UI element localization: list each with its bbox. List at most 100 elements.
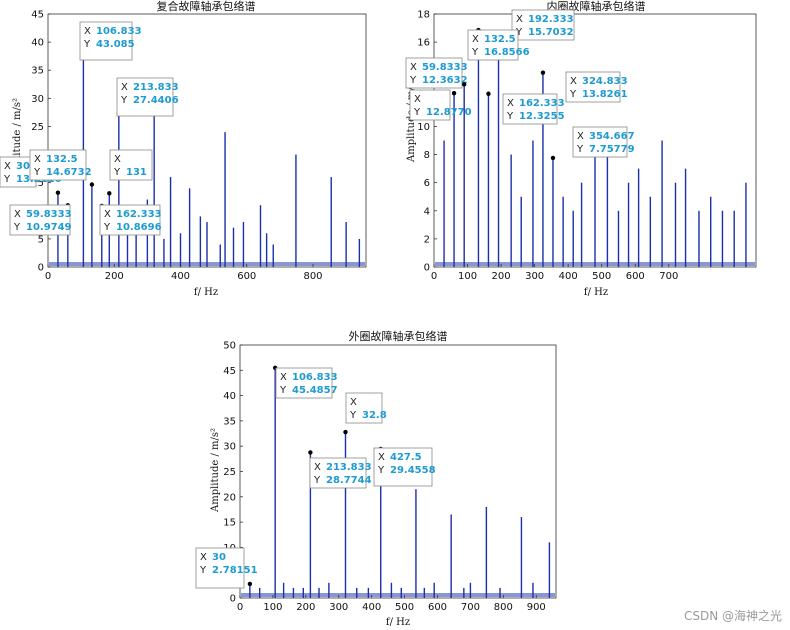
datatip-x-key: X xyxy=(84,26,91,37)
datatip[interactable]: X 427.5 Y 29.4558 xyxy=(373,447,436,487)
datatip-y-key: Y xyxy=(120,95,128,106)
x-tick-label: 900 xyxy=(527,602,546,613)
y-tick-label: 35 xyxy=(223,416,236,427)
datatip-box xyxy=(116,77,174,117)
datatip-x-key: X xyxy=(200,552,207,563)
y-axis-label: Amplitude / m/s² xyxy=(12,98,23,183)
x-tick-label: 400 xyxy=(559,271,578,282)
datatip-box xyxy=(405,57,463,89)
datatip[interactable]: X 106.833 Y 45.4857 xyxy=(275,367,338,399)
datatip-marker xyxy=(107,191,112,196)
datatip-box xyxy=(195,547,245,589)
chart-title: 外圈故障轴承包络谱 xyxy=(349,329,448,343)
datatip-x-value: 30 xyxy=(212,552,226,563)
datatip-y-key: Y xyxy=(515,27,523,38)
datatip-marker xyxy=(247,581,253,587)
datatip-y-value: 45.4857 xyxy=(292,385,338,396)
y-tick-label: 6 xyxy=(424,178,430,189)
x-tick-label: 600 xyxy=(237,271,256,282)
x-tick-label: 500 xyxy=(395,602,414,613)
datatip-box xyxy=(109,149,153,181)
datatip-x-value: 427.5 xyxy=(390,452,422,463)
datatip[interactable]: X 162.333 Y 10.8696 xyxy=(99,204,162,236)
datatip-x-value: 106.833 xyxy=(96,26,142,37)
datatip-y-value: 28.7744 xyxy=(326,475,372,486)
datatip-y-key: Y xyxy=(413,107,421,118)
y-tick-label: 15 xyxy=(31,178,44,189)
datatip-x-key: X xyxy=(378,452,385,463)
datatip[interactable]: XY 12.8770 xyxy=(409,89,472,121)
x-tick-label: 0 xyxy=(45,271,51,282)
datatip-y-key: Y xyxy=(3,174,11,185)
datatip[interactable]: X 132.5 Y 14.6732 xyxy=(29,149,92,181)
x-tick-label: 800 xyxy=(303,271,322,282)
datatip[interactable]: XY 32.8 xyxy=(345,392,387,424)
x-tick-label: 100 xyxy=(263,602,282,613)
x-tick-label: 500 xyxy=(592,271,611,282)
datatip-x-key: X xyxy=(4,161,11,172)
y-tick-label: 20 xyxy=(223,492,236,503)
datatip[interactable]: X 192.333 Y 15.7032 xyxy=(511,9,575,41)
datatip-x-key: X xyxy=(314,462,321,473)
chart-title: 复合故障轴承包络谱 xyxy=(157,0,256,13)
datatip-y-value: 14.6732 xyxy=(46,167,92,178)
datatip[interactable]: X 59.8333 Y 12.3632 xyxy=(405,57,468,89)
datatip-x-key: X xyxy=(516,14,523,25)
x-tick-label: 600 xyxy=(428,602,447,613)
datatip[interactable]: X 213.833 Y 28.7744 xyxy=(309,457,372,489)
datatip-x-value: 59.8333 xyxy=(26,209,72,220)
datatip-marker xyxy=(343,429,348,435)
datatip-box xyxy=(502,93,558,125)
y-tick-label: 40 xyxy=(223,391,236,402)
datatip[interactable]: X 324.833 Y 13.8261 xyxy=(565,71,628,103)
datatip-y-key: Y xyxy=(471,47,479,58)
datatip-x-key: X xyxy=(104,209,111,220)
datatip-x-value: 192.333 xyxy=(528,14,574,25)
x-tick-label: 600 xyxy=(626,271,645,282)
datatip[interactable]: X 106.833 Y 43.085 xyxy=(79,21,142,61)
datatip-box xyxy=(275,367,333,399)
datatip-x-value: 213.833 xyxy=(326,462,372,473)
y-tick-label: 45 xyxy=(223,366,236,377)
y-tick-label: 15 xyxy=(223,518,236,529)
datatip-y-value: 43.085 xyxy=(96,39,135,50)
datatip-y-value: 2.78151 xyxy=(212,565,258,576)
y-tick-label: 25 xyxy=(223,467,236,478)
datatip-y-value: 7.75779 xyxy=(589,144,635,155)
datatip[interactable]: X 213.833 Y 27.4406 xyxy=(116,77,179,117)
datatip-y-key: Y xyxy=(13,222,21,233)
datatip-y-value: 12.8770 xyxy=(426,107,472,118)
x-tick-label: 200 xyxy=(492,271,511,282)
y-axis-label: Amplitude / m/s² xyxy=(406,78,417,163)
x-tick-label: 300 xyxy=(329,602,348,613)
chart-inner-race: 内圈故障轴承包络谱 0 100 200 300 400 500 600 70002468101… xyxy=(405,0,757,298)
datatip[interactable]: X 30 Y 2.78151 xyxy=(195,547,258,589)
datatip-box xyxy=(9,204,71,236)
datatip-y-value: 10.9749 xyxy=(26,222,72,233)
datatip-x-key: X xyxy=(14,209,21,220)
datatip[interactable]: X 162.333 Y 12.3255 xyxy=(502,93,565,125)
datatip[interactable]: X 132.5Y 16.8566 xyxy=(467,29,530,61)
datatip[interactable]: XY 131 xyxy=(109,149,153,181)
datatip-marker xyxy=(308,450,313,455)
x-tick-label: 400 xyxy=(362,602,381,613)
datatip-y-key: Y xyxy=(33,167,41,178)
datatip-y-key: Y xyxy=(103,222,111,233)
datatip-x-value: 106.833 xyxy=(292,372,338,383)
datatip-box xyxy=(467,29,519,61)
datatip-box xyxy=(572,126,628,158)
y-tick-label: 10 xyxy=(417,122,430,133)
datatip-y-value: 15.7032 xyxy=(528,27,574,38)
datatip-marker xyxy=(55,190,61,195)
datatip-y-key: Y xyxy=(313,475,321,486)
y-tick-label: 35 xyxy=(31,66,44,77)
datatip-y-key: Y xyxy=(506,111,514,122)
datatip[interactable]: X 354.667 Y 7.75779 xyxy=(572,126,635,158)
datatip-box xyxy=(79,21,133,61)
datatip[interactable]: X 59.8333 Y 10.9749 xyxy=(9,204,72,236)
y-tick-label: 40 xyxy=(31,38,44,49)
datatip-x-key: X xyxy=(114,154,121,165)
datatip-box xyxy=(29,149,87,181)
x-tick-label: 800 xyxy=(494,602,513,613)
